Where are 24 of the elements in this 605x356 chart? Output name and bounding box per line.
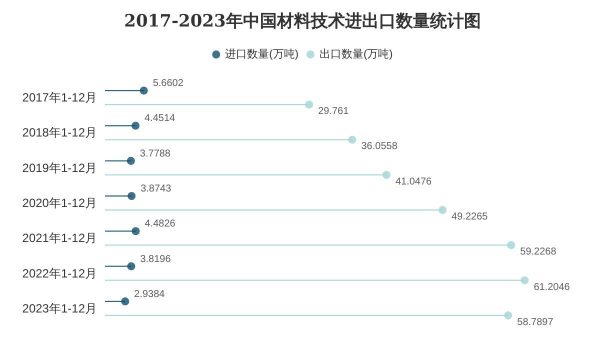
y-tick-label: 2019年1-12月 <box>22 160 97 175</box>
data-label: 2.9384 <box>134 288 166 300</box>
y-tick-label: 2020年1-12月 <box>22 196 97 210</box>
chart-title: 2017-2023年中国材料技术进出口数量统计图 <box>124 12 481 32</box>
legend-label: 出口数量(万吨) <box>320 48 393 60</box>
data-label: 59.2268 <box>520 246 557 258</box>
data-label: 3.8743 <box>140 184 172 194</box>
data-label: 29.761 <box>318 106 350 118</box>
y-tick-label: 2022年1-12月 <box>22 266 97 280</box>
data-label: 61.2046 <box>534 282 570 293</box>
data-label: 5.6602 <box>152 78 184 90</box>
data-label: 49.2265 <box>452 212 488 222</box>
data-label: 41.0476 <box>395 176 432 188</box>
y-tick-label: 2021年1-12月 <box>22 231 97 246</box>
legend-label: 进口数量(万吨) <box>225 48 298 60</box>
data-label: 36.0558 <box>361 141 398 152</box>
data-label: 4.4514 <box>144 113 176 124</box>
data-label: 58.7897 <box>517 316 554 328</box>
data-label: 4.4826 <box>144 218 176 230</box>
data-label: 3.8196 <box>140 254 172 265</box>
data-label: 3.7788 <box>140 148 171 160</box>
y-tick-label: 2017年1-12月 <box>22 90 97 105</box>
y-tick-label: 2023年1-12月 <box>22 301 97 316</box>
y-tick-label: 2018年1-12月 <box>22 126 97 140</box>
